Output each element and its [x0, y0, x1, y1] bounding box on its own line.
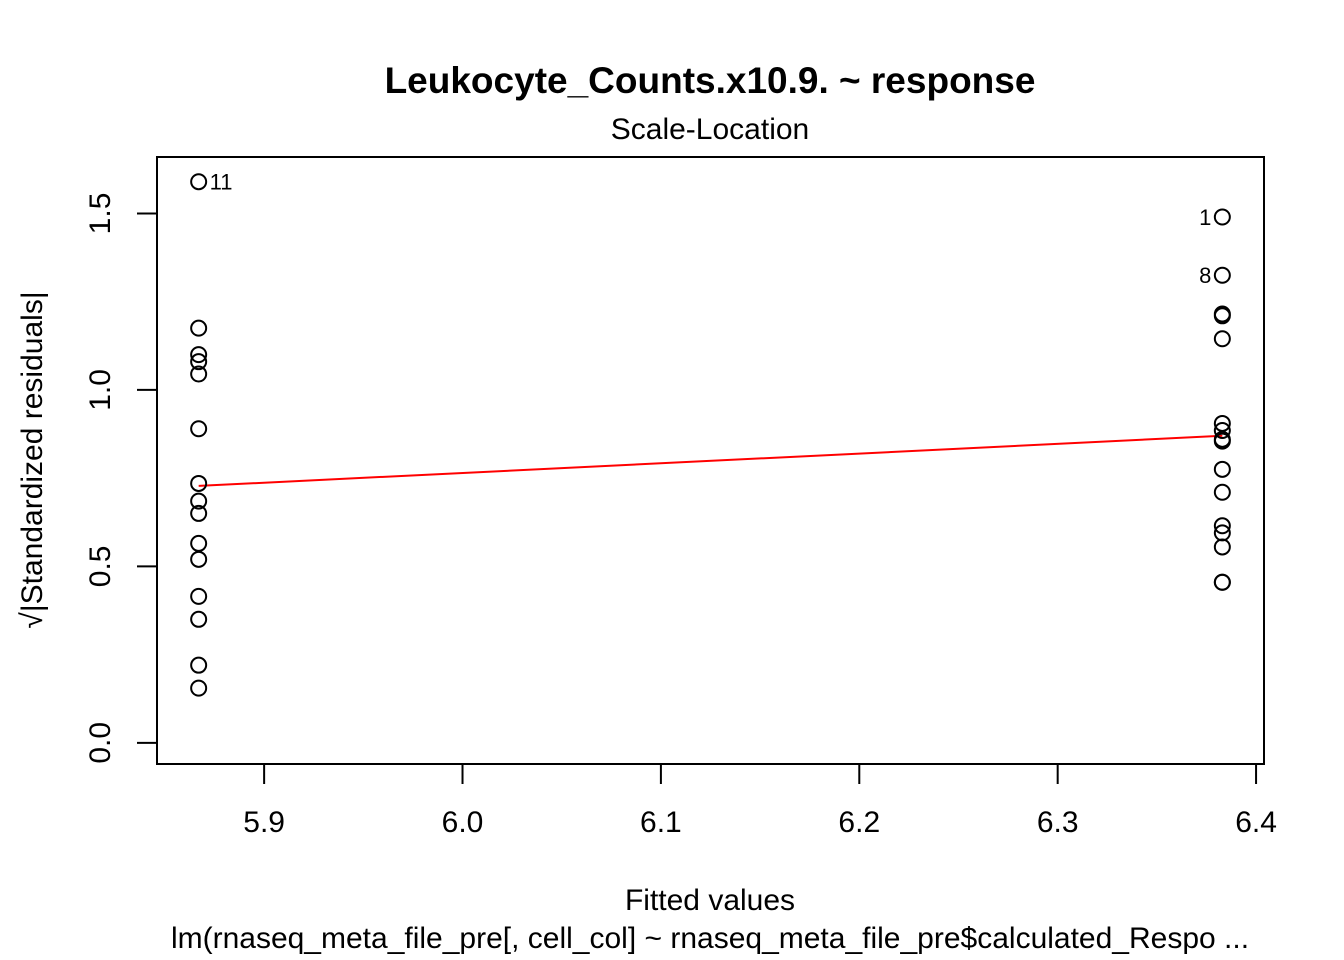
y-tick-label: 0.0 [84, 722, 117, 764]
x-tick-label: 6.1 [640, 806, 682, 839]
data-point [1213, 483, 1231, 501]
data-point [190, 173, 208, 191]
point-label: 11 [210, 170, 233, 195]
data-point [190, 656, 208, 674]
x-tick-label: 6.2 [838, 806, 880, 839]
data-point [1213, 573, 1231, 591]
data-point [190, 420, 208, 438]
data-point [190, 474, 208, 492]
data-point [1213, 422, 1231, 440]
data-point [190, 492, 208, 510]
x-axis: 5.9 6.0 6.1 6.2 6.3 6.4 [243, 763, 1277, 839]
y-tick-label: 1.0 [84, 369, 117, 411]
data-point [190, 346, 208, 364]
point-label: 8 [1199, 263, 1211, 288]
data-point [1213, 538, 1231, 556]
smooth-line [198, 434, 1223, 487]
y-axis-label: √|Standardized residuals| [16, 291, 49, 628]
y-tick-label: 0.5 [84, 546, 117, 588]
chart-title: Leukocyte_Counts.x10.9. ~ response [385, 60, 1036, 101]
data-point [1213, 330, 1231, 348]
x-tick-label: 6.4 [1235, 806, 1277, 839]
data-point [1213, 266, 1231, 284]
data-point [190, 504, 208, 522]
data-point [190, 534, 208, 552]
data-point [1213, 208, 1231, 226]
data-point [1213, 460, 1231, 478]
smooth-line-layer [198, 434, 1223, 487]
x-tick-label: 6.3 [1037, 806, 1079, 839]
y-tick-label: 1.5 [84, 193, 117, 235]
data-point [190, 550, 208, 568]
x-tick-label: 6.0 [442, 806, 484, 839]
data-point [1213, 517, 1231, 535]
x-tick-label: 5.9 [243, 806, 285, 839]
point-label: 1 [1199, 205, 1211, 230]
x-axis-label: Fitted values [625, 884, 795, 917]
data-point [190, 587, 208, 605]
data-point [190, 353, 208, 371]
y-axis: 0.0 0.5 1.0 1.5 [84, 193, 158, 764]
data-point [190, 679, 208, 697]
data-point [1213, 307, 1231, 325]
data-point [190, 365, 208, 383]
data-point [190, 610, 208, 628]
data-point [1213, 432, 1231, 450]
chart-subtitle: Scale-Location [611, 113, 809, 146]
model-caption: lm(rnaseq_meta_file_pre[, cell_col] ~ rn… [171, 922, 1249, 955]
data-point [190, 319, 208, 337]
